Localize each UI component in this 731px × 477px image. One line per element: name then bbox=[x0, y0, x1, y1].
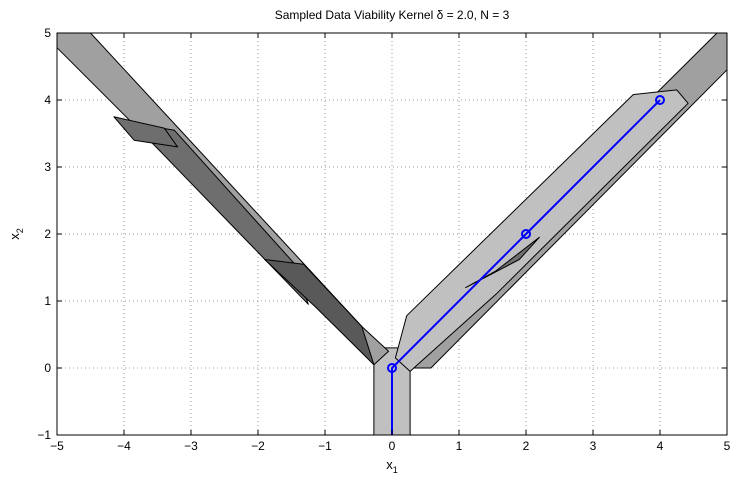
x-tick-label: 4 bbox=[657, 439, 664, 453]
x-tick-label: 1 bbox=[456, 439, 463, 453]
x-axis-label: x1 bbox=[386, 457, 398, 475]
x-tick-label: 3 bbox=[590, 439, 597, 453]
x-tick-label: −3 bbox=[184, 439, 198, 453]
trajectory-line bbox=[391, 99, 661, 435]
axis-ticks: −5 −4 −3 −2 −1 0 1 2 3 4 5 −1 0 1 2 3 4 5 bbox=[37, 26, 730, 453]
y-tick-label: 4 bbox=[44, 93, 51, 107]
x-tick-label: −2 bbox=[251, 439, 265, 453]
region-left-arm-lower-dark-segment bbox=[264, 259, 375, 366]
kernel-regions bbox=[56, 32, 728, 436]
x-tick-label: 5 bbox=[724, 439, 731, 453]
region-left-arm-upper-dark-segment bbox=[113, 116, 179, 148]
trajectory-point bbox=[655, 95, 665, 105]
y-tick-label: 1 bbox=[44, 294, 51, 308]
x-tick-label: −5 bbox=[50, 439, 64, 453]
y-axis-label: x2 bbox=[7, 228, 25, 240]
trajectory-series bbox=[387, 95, 665, 435]
x-tick-label: −4 bbox=[117, 439, 131, 453]
region-right-arm-inner bbox=[394, 89, 689, 372]
y-tick-label: 0 bbox=[44, 361, 51, 375]
x-tick-label: −1 bbox=[318, 439, 332, 453]
trajectory-point bbox=[387, 363, 397, 373]
x-tick-label: 0 bbox=[389, 439, 396, 453]
y-tick-label: −1 bbox=[37, 428, 51, 442]
chart-title: Sampled Data Viability Kernel δ = 2.0, N… bbox=[275, 8, 510, 22]
y-tick-label: 2 bbox=[44, 227, 51, 241]
x-tick-label: 2 bbox=[523, 439, 530, 453]
region-right-arm-dark-segment bbox=[465, 236, 540, 289]
trajectory-point bbox=[521, 229, 531, 239]
y-tick-label: 3 bbox=[44, 160, 51, 174]
y-tick-label: 5 bbox=[44, 26, 51, 40]
